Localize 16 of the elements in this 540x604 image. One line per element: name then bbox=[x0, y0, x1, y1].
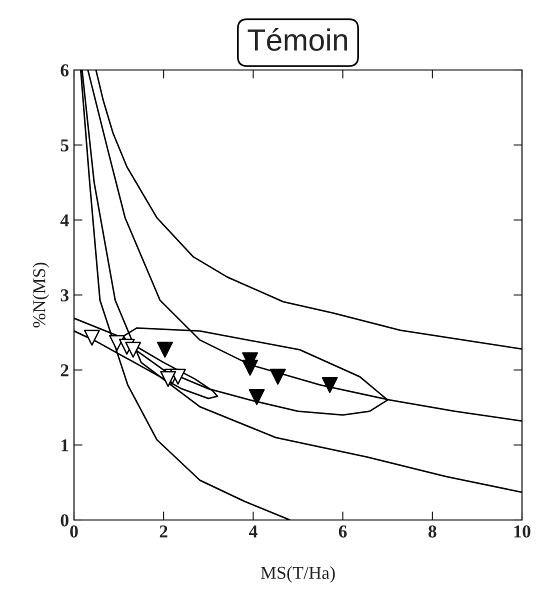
x-tick-label: 8 bbox=[428, 525, 436, 538]
x-tick-label: 0 bbox=[70, 525, 78, 538]
x-tick-label: 10 bbox=[514, 525, 530, 538]
y-tick-label: 1 bbox=[62, 439, 68, 452]
y-tick-label: 4 bbox=[60, 214, 69, 226]
y-tick-label: 5 bbox=[60, 139, 68, 152]
y-tick-label: 3 bbox=[60, 289, 69, 302]
chart-title: Témoin bbox=[248, 28, 347, 51]
y-tick-label: 0 bbox=[60, 514, 68, 526]
y-tick-label: 6 bbox=[60, 64, 69, 76]
x-axis-title: MS(T/Ha) bbox=[260, 566, 335, 583]
y-tick-label: 2 bbox=[60, 364, 68, 376]
x-tick-label: 2 bbox=[160, 525, 168, 538]
x-tick-label: 4 bbox=[248, 526, 258, 538]
x-tick-label: 6 bbox=[338, 525, 347, 538]
y-axis-title: %N(MS) bbox=[32, 262, 49, 328]
